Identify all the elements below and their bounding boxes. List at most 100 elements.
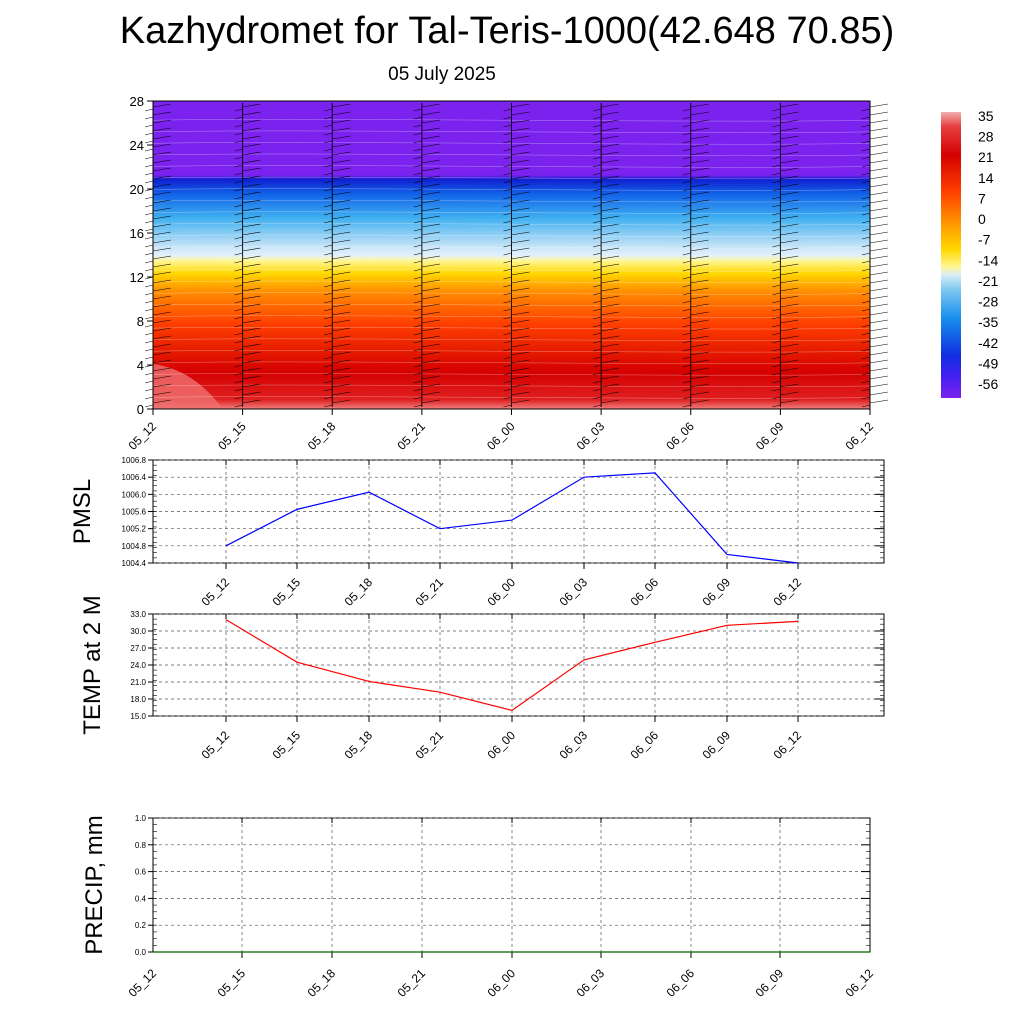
wind-barb-flag xyxy=(332,175,351,180)
wind-barb-tick xyxy=(413,300,422,304)
wind-barb-flag xyxy=(690,263,709,268)
y-tick-label: 24 xyxy=(130,138,144,153)
wind-barb-flag xyxy=(332,191,351,196)
temp-panel: 15.0 18.0 21.0 24.0 27.0 30.0 33.0 05_12 05_15 05… xyxy=(79,595,885,762)
wind-barb-tick xyxy=(861,300,871,304)
x-tick-label: 06_09 xyxy=(753,419,787,453)
wind-barb-flag xyxy=(690,279,709,284)
wind-barb-flag xyxy=(690,239,709,244)
wind-barb-flag xyxy=(421,167,440,172)
wind-barb-flag xyxy=(869,271,889,276)
y-tick-label: 1006.4 xyxy=(122,473,147,482)
wind-barb-tick xyxy=(234,404,243,408)
wind-barb-flag xyxy=(780,279,799,284)
wind-barb-flag xyxy=(332,319,351,324)
wind-barb-flag xyxy=(242,279,261,284)
wind-barb-flag xyxy=(780,199,799,204)
wind-barb-tick xyxy=(682,332,691,336)
wind-barb-tick xyxy=(772,332,781,336)
wind-barb-flag xyxy=(601,287,620,292)
wind-barb-tick xyxy=(324,124,333,128)
wind-barb-flag xyxy=(690,151,709,156)
wind-barb-tick xyxy=(593,252,602,256)
wind-barb-tick xyxy=(234,388,243,392)
wind-barb-tick xyxy=(861,196,871,200)
wind-barb-tick xyxy=(234,332,243,336)
wind-barb-tick xyxy=(144,172,154,176)
wind-barb-tick xyxy=(413,124,422,128)
x-tick-label: 06_06 xyxy=(663,419,697,453)
wind-barb-flag xyxy=(421,311,440,316)
wind-barb-tick xyxy=(144,156,154,160)
y-tick-label: 12 xyxy=(130,270,144,285)
wind-barb-flag xyxy=(511,271,530,276)
y-tick-label: 15.0 xyxy=(130,712,146,721)
wind-barb-tick xyxy=(772,372,781,376)
wind-barb-flag xyxy=(601,127,620,132)
colorbar-label: -14 xyxy=(978,252,998,268)
wind-barb-tick xyxy=(234,124,243,128)
wind-barb-flag xyxy=(690,335,709,340)
wind-barb-flag xyxy=(780,295,799,300)
wind-barb-tick xyxy=(144,388,154,392)
wind-barb-tick xyxy=(413,244,422,248)
wind-barb-flag xyxy=(690,223,709,228)
wind-barb-flag xyxy=(242,223,261,228)
wind-barb-flag xyxy=(332,343,351,348)
wind-barb-tick xyxy=(861,156,871,160)
wind-barb-tick xyxy=(593,332,602,336)
wind-barb-flag xyxy=(601,119,620,124)
wind-barb-flag xyxy=(152,175,172,180)
wind-barb-flag xyxy=(601,103,620,108)
wind-barb-flag xyxy=(421,399,440,404)
wind-barb-flag xyxy=(511,231,530,236)
wind-barb-tick xyxy=(593,204,602,208)
wind-barb-flag xyxy=(869,343,889,348)
wind-barb-flag xyxy=(242,215,261,220)
wind-barb-flag xyxy=(332,303,351,308)
wind-barb-tick xyxy=(144,340,154,344)
wind-barb-flag xyxy=(780,303,799,308)
x-tick-label: 05_12 xyxy=(199,575,233,609)
wind-barb-tick xyxy=(234,220,243,224)
wind-barb-flag xyxy=(869,143,889,148)
wind-barb-flag xyxy=(332,119,351,124)
wind-barb-flag xyxy=(601,247,620,252)
wind-barb-flag xyxy=(780,103,799,108)
wind-barb-tick xyxy=(861,228,871,232)
wind-barb-tick xyxy=(593,340,602,344)
x-tick-label: 05_21 xyxy=(413,728,447,762)
wind-barb-tick xyxy=(144,148,154,152)
wind-barb-flag xyxy=(869,191,889,196)
wind-barb-flag xyxy=(511,183,530,188)
wind-barb-flag xyxy=(511,119,530,124)
wind-barb-flag xyxy=(511,391,530,396)
wind-barb-tick xyxy=(682,276,691,280)
wind-barb-flag xyxy=(421,143,440,148)
temperature-heatmap-panel: 0 4 8 12 16 20 24 28 05_12 05_15 05_18 05_21 06_00 06… xyxy=(126,94,889,453)
wind-barb-tick xyxy=(861,236,871,240)
wind-barb-flag xyxy=(780,255,799,260)
wind-barb-flag xyxy=(152,199,172,204)
wind-barb-tick xyxy=(503,388,512,392)
wind-barb-tick xyxy=(413,372,422,376)
wind-barb-flag xyxy=(242,359,261,364)
wind-barb-tick xyxy=(593,300,602,304)
wind-barb-tick xyxy=(144,124,154,128)
wind-barb-flag xyxy=(152,383,172,388)
wind-barb-flag xyxy=(511,111,530,116)
wind-barb-flag xyxy=(690,135,709,140)
wind-barb-flag xyxy=(780,135,799,140)
wind-barb-tick xyxy=(413,220,422,224)
colorbar-label: 35 xyxy=(978,108,994,124)
wind-barb-flag xyxy=(152,167,172,172)
wind-barb-tick xyxy=(144,356,154,360)
wind-barb-tick xyxy=(413,380,422,384)
wind-barb-tick xyxy=(324,308,333,312)
y-tick-label: 1006.0 xyxy=(122,490,147,499)
y-tick-label: 24.0 xyxy=(130,661,146,670)
wind-barb-flag xyxy=(511,375,530,380)
wind-barb-tick xyxy=(861,108,871,112)
wind-barb-tick xyxy=(503,332,512,336)
wind-barb-flag xyxy=(242,263,261,268)
